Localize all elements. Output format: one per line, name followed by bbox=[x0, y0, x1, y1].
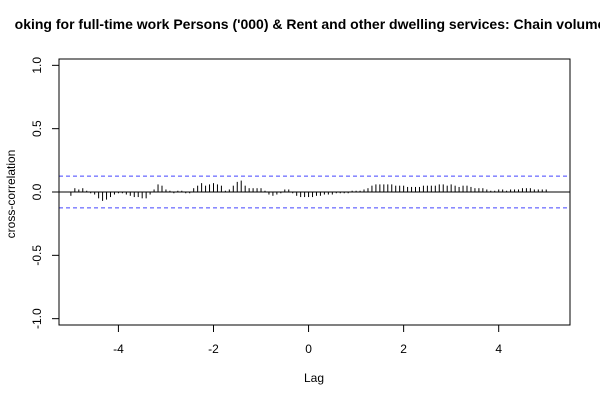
x-axis: -4 -2 0 2 4 bbox=[113, 324, 502, 356]
x-tick-label: 4 bbox=[495, 342, 502, 356]
y-tick-label: -0.5 bbox=[30, 245, 44, 266]
y-tick-label: 0.5 bbox=[30, 120, 44, 137]
y-axis-label: cross-correlation bbox=[4, 150, 18, 239]
y-tick-label: -1.0 bbox=[30, 308, 44, 329]
x-axis-label: Lag bbox=[304, 371, 324, 385]
bars-layer bbox=[59, 175, 570, 209]
x-tick-label: -4 bbox=[113, 342, 124, 356]
x-tick-label: 0 bbox=[305, 342, 312, 356]
y-tick-label: 0.0 bbox=[30, 183, 44, 200]
y-axis: -1.0 -0.5 0.0 0.5 1.0 bbox=[30, 57, 60, 329]
y-tick-label: 1.0 bbox=[30, 57, 44, 74]
x-tick-label: -2 bbox=[208, 342, 219, 356]
x-tick-label: 2 bbox=[400, 342, 407, 356]
chart-title: oking for full-time work Persons ('000) … bbox=[15, 16, 600, 32]
